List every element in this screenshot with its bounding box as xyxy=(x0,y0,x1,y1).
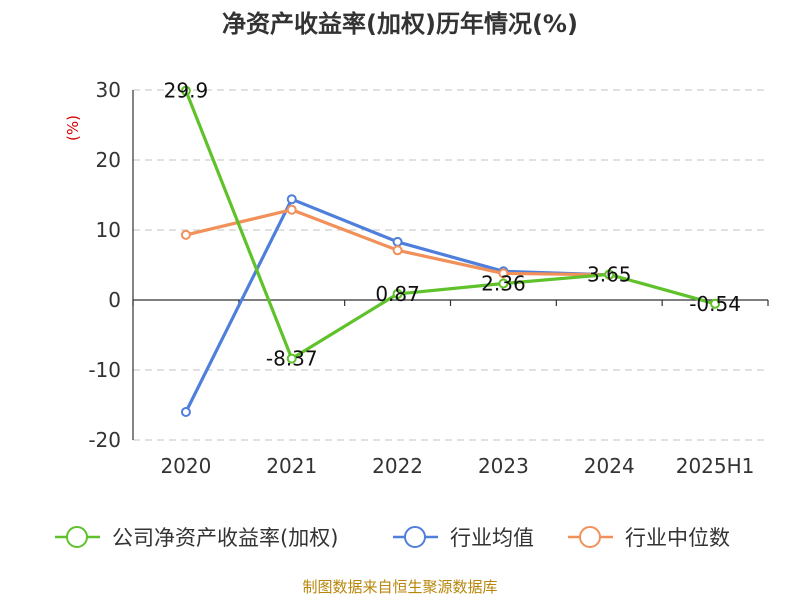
data-point xyxy=(286,204,297,215)
data-label: 29.9 xyxy=(164,79,209,103)
x-tick-label: 2023 xyxy=(478,454,529,478)
x-tick-label: 2020 xyxy=(160,454,211,478)
series-line-0 xyxy=(184,89,717,361)
x-tick-label: 2025H1 xyxy=(676,454,755,478)
data-point xyxy=(498,268,509,279)
data-label: -0.54 xyxy=(689,292,741,316)
data-point xyxy=(498,278,509,289)
y-tick-label: -10 xyxy=(88,358,121,382)
data-labels: 29.9 -8.37 0.87 2.36 3.65 -0.54 xyxy=(164,79,741,371)
legend-label: 行业均值 xyxy=(450,526,534,550)
y-tick-label: -20 xyxy=(88,428,121,452)
series-lines xyxy=(180,85,721,417)
data-point xyxy=(604,269,615,280)
data-point xyxy=(180,407,191,417)
x-tick-label: 2022 xyxy=(372,454,423,478)
x-tick-label: 2024 xyxy=(584,454,635,478)
data-point xyxy=(286,194,297,205)
legend: 公司净资产收益率(加权) 行业均值 行业中位数 xyxy=(55,526,730,550)
legend-marker xyxy=(579,526,601,548)
data-label: 0.87 xyxy=(375,282,420,306)
data-label: 2.36 xyxy=(481,271,526,295)
source-note: 制图数据来自恒生聚源数据库 xyxy=(302,578,497,596)
y-tick-label: 0 xyxy=(108,288,121,312)
data-point xyxy=(392,288,403,299)
grid-lines xyxy=(133,89,768,441)
data-point xyxy=(710,298,721,309)
data-point xyxy=(180,85,191,96)
y-tick-label: 10 xyxy=(96,218,121,242)
data-point xyxy=(392,245,403,256)
legend-marker xyxy=(404,526,426,548)
x-tick-label: 2021 xyxy=(266,454,317,478)
chart-title: 净资产收益率(加权)历年情况(%) xyxy=(222,10,578,38)
legend-label: 行业中位数 xyxy=(625,526,730,550)
axes: 30 20 10 0 -10 -20 2020 2021 2022 2023 2024 2025H1 xyxy=(88,78,769,478)
data-point xyxy=(180,229,191,240)
y-unit-label: (%) xyxy=(64,115,82,141)
data-point xyxy=(286,353,297,364)
legend-marker xyxy=(66,526,88,548)
y-tick-label: 20 xyxy=(96,148,121,172)
data-label: 3.65 xyxy=(587,262,632,286)
data-point xyxy=(392,236,403,247)
data-label: -8.37 xyxy=(266,347,318,371)
y-tick-label: 30 xyxy=(96,78,121,102)
legend-label: 公司净资产收益率(加权) xyxy=(112,526,338,550)
